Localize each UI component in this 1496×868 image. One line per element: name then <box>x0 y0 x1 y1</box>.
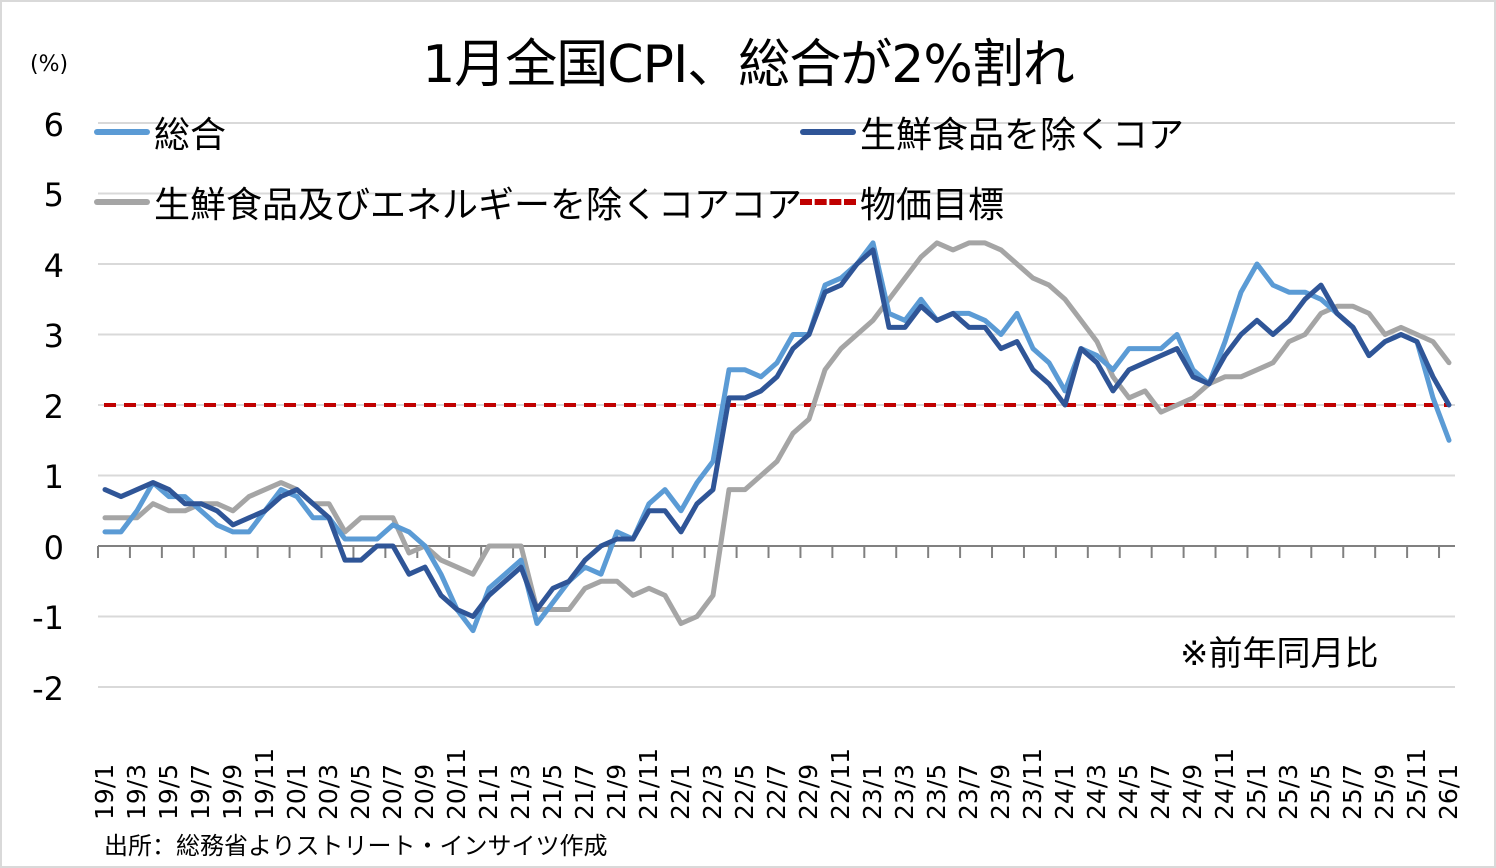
x-tick-label: 25/9 <box>1370 763 1399 820</box>
legend-dashed-line-icon <box>800 199 856 205</box>
x-tick-label: 19/7 <box>186 763 215 820</box>
x-tick-label: 19/11 <box>250 747 279 820</box>
x-tick-label: 20/9 <box>410 763 439 820</box>
x-tick-label: 22/7 <box>762 763 791 820</box>
x-tick-label: 25/11 <box>1402 747 1431 820</box>
x-tick-label: 19/1 <box>90 763 119 820</box>
x-tick-label: 19/9 <box>218 763 247 820</box>
x-tick-label: 22/3 <box>698 763 727 820</box>
legend-item-price-target: 物価目標 <box>800 176 1004 228</box>
x-tick-label: 24/9 <box>1178 763 1207 820</box>
legend-line-icon <box>800 129 856 135</box>
x-tick-label: 19/3 <box>122 763 151 820</box>
x-tick-label: 24/5 <box>1114 763 1143 820</box>
x-tick-label: 24/1 <box>1050 763 1079 820</box>
x-tick-label: 22/9 <box>794 763 823 820</box>
y-tick: 4 <box>43 247 64 285</box>
x-tick-label: 25/3 <box>1274 763 1303 820</box>
legend-label: 総合 <box>154 115 227 156</box>
legend-item-core-core: 生鮮食品及びエネルギーを除くコアコア <box>94 176 802 228</box>
x-tick-label: 22/5 <box>730 763 759 820</box>
x-tick-label: 23/11 <box>1018 747 1047 820</box>
legend-label: 物価目標 <box>860 185 1005 226</box>
x-tick-label: 23/1 <box>858 763 887 820</box>
x-tick-label: 21/9 <box>602 763 631 820</box>
x-tick-label: 24/7 <box>1146 763 1175 820</box>
series-line-1 <box>102 247 1452 619</box>
legend-line-icon <box>94 129 150 135</box>
x-tick-label: 24/11 <box>1210 747 1239 820</box>
y-tick: 6 <box>43 106 64 144</box>
legend-item-core: 生鮮食品を除くコア <box>800 106 1184 158</box>
series-line-2 <box>102 240 1452 626</box>
x-tick-label: 20/7 <box>378 763 407 820</box>
annotation-yoy: ※前年同月比 <box>1180 634 1379 674</box>
x-tick-label: 23/5 <box>922 763 951 820</box>
x-tick-label: 23/7 <box>954 763 983 820</box>
y-tick: 0 <box>43 529 64 567</box>
x-tick-label: 23/9 <box>986 763 1015 820</box>
x-tick-label: 20/1 <box>282 763 311 820</box>
x-tick-label: 24/3 <box>1082 763 1111 820</box>
x-tick-label: 21/7 <box>570 763 599 820</box>
y-tick: 3 <box>43 317 64 355</box>
x-tick-label: 21/11 <box>634 747 663 820</box>
x-tick-label: 25/7 <box>1338 763 1367 820</box>
y-tick: 1 <box>43 458 64 496</box>
x-tick-label: 21/1 <box>474 763 503 820</box>
y-axis-unit-label: (%) <box>30 52 69 77</box>
y-tick: 2 <box>43 388 64 426</box>
legend-label: 生鮮食品を除くコア <box>860 115 1185 156</box>
x-tick-label: 26/1 <box>1434 763 1463 820</box>
legend-line-icon <box>94 199 150 205</box>
x-tick-label: 20/5 <box>346 763 375 820</box>
legend-item-headline: 総合 <box>94 106 226 158</box>
x-tick-label: 21/3 <box>506 763 535 820</box>
x-tick-label: 25/5 <box>1306 763 1335 820</box>
legend-label: 生鮮食品及びエネルギーを除くコアコア <box>154 185 803 226</box>
chart-title: 1月全国CPI、総合が2%割れ <box>422 35 1075 95</box>
y-tick: -2 <box>32 670 64 708</box>
y-tick: -1 <box>32 599 64 637</box>
source-note: 出所：総務省よりストリート・インサイツ作成 <box>104 832 608 860</box>
x-tick-label: 22/1 <box>666 763 695 820</box>
x-tick-label: 19/5 <box>154 763 183 820</box>
x-tick-label: 20/3 <box>314 763 343 820</box>
x-tick-label: 21/5 <box>538 763 567 820</box>
series-line-0 <box>102 240 1452 634</box>
y-tick: 5 <box>43 176 64 214</box>
x-tick-label: 22/11 <box>826 747 855 820</box>
x-tick-label: 20/11 <box>442 747 471 820</box>
x-tick-label: 25/1 <box>1242 763 1271 820</box>
x-tick-label: 23/3 <box>890 763 919 820</box>
